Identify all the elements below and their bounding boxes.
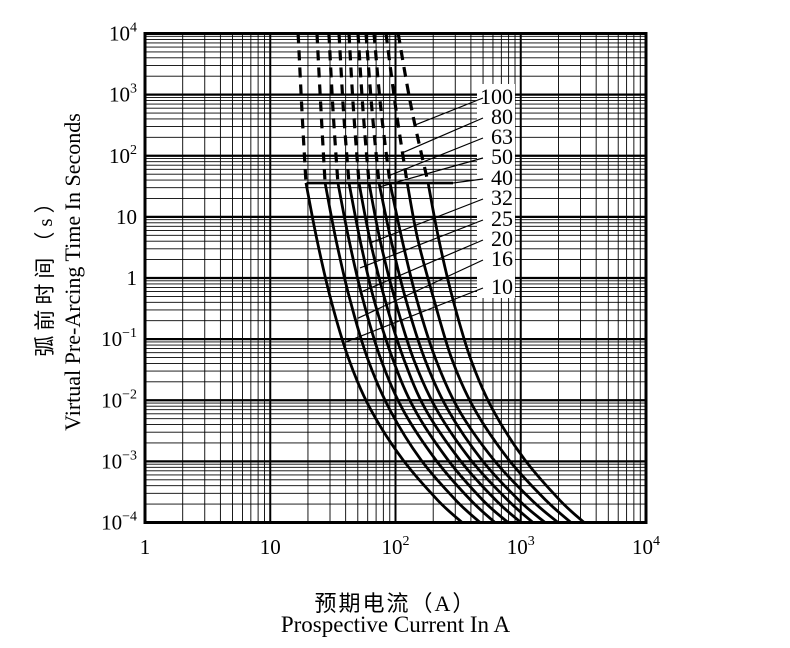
plot-frame (143, 32, 648, 524)
curve-25a-solid-segment (347, 182, 509, 523)
curve-rating-label-10a: 10 (491, 274, 513, 299)
curve-label-box (477, 84, 515, 298)
curve-25a (337, 33, 509, 523)
curve-rating-label-20a: 20 (491, 226, 513, 251)
y-tick-10−2: 10−2 (101, 387, 137, 412)
curve-50a-solid-segment (377, 182, 546, 523)
curve-20a-solid-segment (336, 182, 496, 523)
curve-32a (347, 33, 522, 523)
leader-line-50a (378, 157, 484, 188)
y-tick-103: 103 (109, 82, 137, 107)
x-axis-title-en: Prospective Current In A (280, 612, 511, 637)
curve-rating-label-25a: 25 (491, 206, 513, 231)
x-tick-labels: 1 10 102 103 104 (140, 534, 660, 559)
y-tick-10−4: 10−4 (101, 510, 137, 535)
curve-80a-dashed-segment (384, 33, 409, 184)
curve-25a-dashed-segment (337, 33, 351, 184)
curve-rating-label-40a: 40 (491, 165, 513, 190)
curve-40a-solid-segment (367, 182, 534, 523)
curve-63a-dashed-segment (372, 33, 392, 184)
leader-line-80a (401, 117, 484, 154)
curve-40a-dashed-segment (356, 33, 371, 184)
curve-63a (372, 33, 559, 523)
y-tick-1: 1 (127, 266, 138, 290)
curve-20a (327, 33, 496, 523)
curve-50a (364, 33, 546, 523)
curve-10a-dashed-segment (296, 33, 308, 183)
curve-32a-solid-segment (357, 182, 522, 523)
curve-10a (296, 33, 464, 523)
x-axis-title-zh: 预期电流（A） (314, 591, 477, 616)
curve-40a (356, 33, 534, 523)
curve-rating-label-16a: 16 (491, 246, 513, 271)
y-tick-10−1: 10−1 (101, 326, 137, 351)
curve-10a-solid-segment (304, 182, 464, 523)
y-tick-102: 102 (109, 143, 137, 168)
leader-line-40a (452, 178, 484, 184)
curve-100a-dashed-segment (396, 33, 430, 184)
y-tick-104: 104 (109, 21, 137, 46)
y-tick-10: 10 (116, 205, 137, 229)
curve-16a-dashed-segment (315, 33, 327, 183)
curve-rating-label-32a: 32 (491, 185, 513, 210)
curve-32a-dashed-segment (347, 33, 361, 184)
curve-63a-solid-segment (388, 182, 559, 523)
curve-rating-label-63a: 63 (491, 124, 513, 149)
y-axis-title-en: Virtual Pre-Arcing Time In Seconds (60, 113, 85, 431)
leader-line-25a (359, 219, 484, 269)
curve-16a-solid-segment (323, 182, 481, 523)
curve-rating-label-50a: 50 (491, 144, 513, 169)
curve-16a (315, 33, 481, 523)
x-tick-10: 10 (260, 535, 281, 559)
leader-line-10a (345, 287, 484, 343)
fuse-curves (296, 33, 585, 523)
curve-100a-solid-segment (426, 182, 585, 523)
y-axis-title-zh: 弧前时间（s） (33, 187, 57, 357)
x-tick-1: 1 (140, 535, 151, 559)
leader-line-16a (357, 259, 484, 319)
curve-20a-dashed-segment (327, 33, 340, 184)
curve-50a-dashed-segment (364, 33, 381, 184)
curve-rating-label-100a: 100 (480, 84, 513, 109)
leader-line-100a (414, 97, 484, 126)
x-tick-102: 102 (382, 534, 410, 559)
curve-rating-label-80a: 80 (491, 104, 513, 129)
x-tick-103: 103 (507, 534, 535, 559)
label-leader-lines (345, 97, 484, 343)
x-tick-104: 104 (632, 534, 660, 559)
leader-line-32a (369, 198, 484, 244)
leader-line-20a (360, 239, 484, 293)
curve-100a (396, 33, 585, 523)
y-tick-10−3: 10−3 (101, 448, 137, 473)
leader-line-63a (387, 137, 484, 177)
